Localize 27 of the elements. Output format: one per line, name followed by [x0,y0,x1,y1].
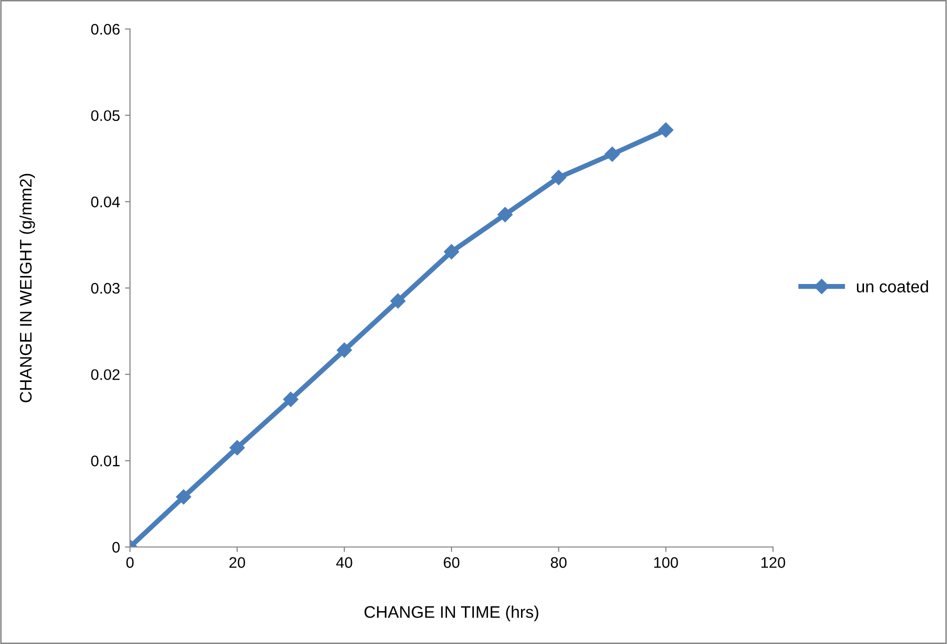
x-tick-label: 80 [550,557,567,568]
y-tick-label: 0.01 [91,456,120,466]
y-tick-label: 0 [112,542,120,553]
point [658,122,674,138]
y-tick-label: 0.03 [91,282,120,294]
x-tick-label: 20 [229,557,246,568]
x-tick-label: 100 [654,557,678,568]
x-tick-label: 0 [126,557,134,568]
y-tick-label: 0.06 [91,24,120,35]
x-tick-label: 60 [444,557,460,568]
legend-label: un coated [856,280,928,292]
point [444,244,460,260]
point [176,489,192,504]
y-tick-label: 0.02 [91,369,120,380]
x-tick-label: 40 [336,557,352,568]
x-tick-label: 120 [761,557,786,568]
point [551,170,566,186]
point [498,207,513,222]
point [336,342,352,358]
y-tick-label: 0.04 [91,196,120,208]
point [604,146,620,162]
point [390,293,406,309]
x-axis-title: CHANGE IN TIME (hrs) [364,606,538,622]
y-tick-label: 0.05 [91,110,120,122]
point [283,392,298,407]
point [230,440,245,456]
y-axis-title: CHANGE IN WEIGHT (g/mm2) [19,174,35,402]
